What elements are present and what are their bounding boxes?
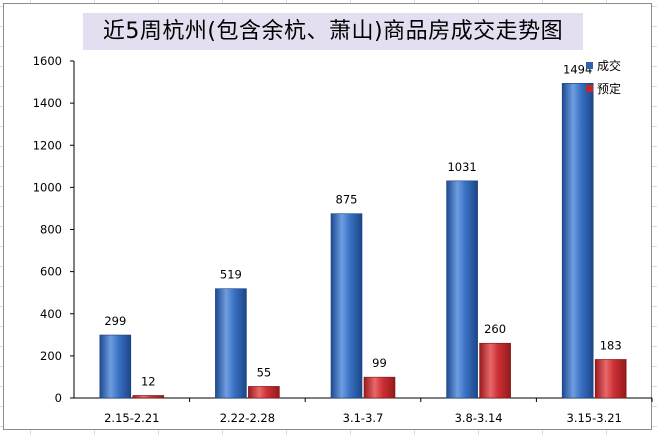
x-tick-label: 3.15-3.21 bbox=[567, 411, 622, 425]
y-tick-label: 800 bbox=[40, 223, 62, 237]
bar-deal bbox=[446, 180, 478, 399]
data-label: 55 bbox=[257, 365, 272, 379]
x-tick-label: 3.1-3.7 bbox=[343, 411, 384, 425]
bar-reserve bbox=[132, 395, 165, 399]
chart-title: 近5周杭州(包含余杭、萧山)商品房成交走势图 bbox=[83, 13, 583, 50]
bar-deal bbox=[561, 83, 594, 399]
bar-deal bbox=[99, 334, 132, 399]
data-label: 1494 bbox=[563, 62, 592, 76]
bar-deal bbox=[330, 213, 363, 399]
legend-label: 成交 bbox=[597, 58, 621, 73]
y-tick-label: 1600 bbox=[33, 54, 62, 68]
y-tick-label: 200 bbox=[40, 349, 62, 363]
data-label: 99 bbox=[372, 356, 387, 370]
bar-reserve bbox=[248, 386, 280, 399]
y-tick-label: 400 bbox=[40, 307, 62, 321]
y-tick-label: 1200 bbox=[33, 138, 62, 152]
y-tick-label: 1400 bbox=[33, 96, 62, 110]
bar-reserve bbox=[363, 376, 396, 399]
x-tick-label: 2.15-2.21 bbox=[104, 411, 159, 425]
x-tick-label: 3.8-3.14 bbox=[455, 411, 503, 425]
y-tick-label: 1000 bbox=[33, 180, 62, 194]
data-label: 260 bbox=[484, 322, 506, 336]
x-tick-label: 2.22-2.28 bbox=[220, 411, 275, 425]
bar-deal bbox=[215, 288, 247, 399]
data-label: 299 bbox=[104, 314, 126, 328]
legend-swatch bbox=[586, 62, 593, 69]
y-tick-label: 600 bbox=[40, 265, 62, 279]
data-label: 1031 bbox=[447, 160, 476, 174]
data-label: 519 bbox=[220, 268, 242, 282]
data-label: 12 bbox=[141, 374, 156, 388]
y-tick-label: 0 bbox=[55, 391, 62, 405]
bar-reserve bbox=[479, 342, 511, 399]
data-label: 183 bbox=[600, 338, 622, 352]
legend-swatch bbox=[586, 85, 593, 92]
data-label: 875 bbox=[336, 193, 358, 207]
legend-label: 预定 bbox=[597, 81, 621, 96]
bar-reserve bbox=[594, 359, 627, 399]
